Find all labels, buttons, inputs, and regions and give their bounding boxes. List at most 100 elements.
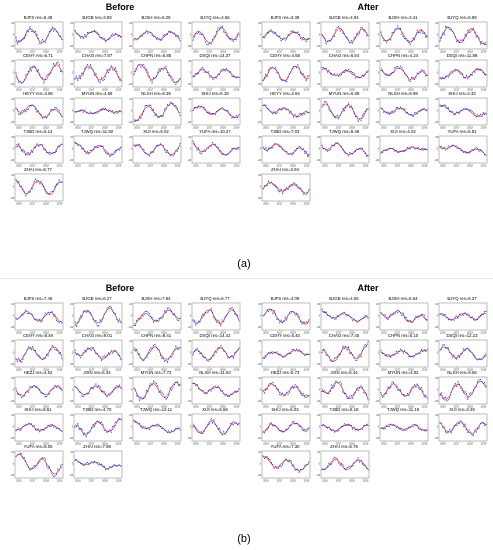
observed-point: [283, 431, 285, 433]
observed-point: [458, 112, 461, 114]
observed-point: [408, 40, 410, 42]
observed-point: [209, 359, 211, 361]
observed-point: [387, 318, 389, 320]
observed-point: [420, 387, 422, 389]
x-tick-label: 2019: [57, 88, 63, 92]
observed-point: [336, 315, 338, 317]
observed-point: [18, 143, 20, 145]
panel-title: CHPN res=5.10: [387, 333, 419, 338]
observed-point: [37, 354, 39, 356]
observed-point: [345, 69, 347, 71]
observed-point: [422, 32, 424, 34]
observed-point: [290, 310, 292, 312]
observed-point: [453, 114, 455, 116]
observed-point: [273, 424, 275, 426]
observed-point: [230, 393, 232, 395]
observed-point: [411, 425, 413, 427]
observed-point: [137, 144, 139, 147]
axes-frame: [132, 59, 182, 88]
observed-point: [390, 356, 392, 358]
observed-point: [357, 429, 359, 431]
observed-series-line: [322, 380, 369, 400]
observed-point: [409, 114, 411, 116]
observed-point: [150, 426, 152, 428]
observed-point: [467, 108, 469, 110]
observed-point: [238, 114, 240, 116]
observed-point: [478, 69, 480, 71]
panel-title: BJSH res=3.41: [388, 15, 418, 20]
station-panel-cehy: CEHY res=4.68 20 0 -20 2016 2017 2018 2019: [255, 53, 312, 94]
observed-point: [204, 312, 207, 314]
observed-point: [273, 467, 275, 469]
observed-point: [159, 143, 162, 145]
observed-point: [268, 311, 270, 313]
observed-point: [343, 33, 345, 35]
x-tick-label: 2017: [277, 50, 283, 54]
observed-point: [293, 182, 295, 184]
observed-point: [439, 313, 441, 315]
y-tick-label: 20: [188, 135, 191, 139]
observed-series-line: [192, 307, 240, 327]
y-tick-label: -20: [128, 158, 132, 162]
x-tick-label: 2017: [30, 164, 36, 168]
observed-point: [141, 315, 143, 317]
observed-series-line: [439, 344, 487, 361]
y-tick-label: 20: [188, 21, 191, 25]
observed-point: [453, 425, 455, 427]
y-tick-label: 0: [319, 314, 321, 318]
y-tick-label: 20: [258, 302, 261, 306]
observed-series-line: [262, 421, 310, 434]
observed-point: [284, 458, 286, 460]
observed-point: [154, 114, 156, 117]
station-panel-shij: SHIJ res=3.33 20 0 -20 2016 2017 2018 2019: [432, 91, 489, 132]
x-tick-label: 2018: [102, 442, 108, 446]
observed-point: [287, 428, 289, 430]
observed-point: [102, 107, 104, 109]
observed-point: [464, 33, 466, 35]
y-tick-label: 0: [260, 462, 262, 466]
observed-point: [307, 322, 309, 324]
observed-point: [291, 154, 293, 156]
observed-point: [456, 69, 458, 71]
observed-point: [409, 320, 411, 322]
observed-point: [179, 347, 181, 349]
x-tick-label: 2018: [408, 50, 414, 54]
observed-point: [297, 116, 299, 118]
observed-point: [359, 319, 361, 322]
observed-point: [283, 149, 285, 151]
observed-point: [46, 152, 48, 154]
observed-point: [23, 395, 25, 397]
observed-point: [54, 65, 56, 67]
observed-point: [207, 423, 209, 425]
observed-point: [237, 35, 239, 37]
station-panel-tjwq: TJWQ res=11.19 20 0 -20 2016 2017 2018 2019: [373, 407, 430, 448]
observed-point: [204, 109, 207, 111]
observed-point: [440, 348, 442, 350]
observed-point: [137, 395, 139, 397]
y-tick-label: 0: [72, 351, 74, 355]
y-tick-label: 20: [376, 21, 379, 25]
observed-point: [484, 424, 486, 427]
observed-point: [107, 38, 110, 40]
observed-point: [58, 352, 60, 354]
y-tick-label: -20: [257, 473, 261, 477]
observed-point: [214, 143, 216, 145]
observed-point: [333, 431, 336, 433]
observed-point: [481, 313, 483, 315]
observed-point: [202, 33, 204, 35]
observed-point: [415, 34, 417, 36]
observed-series-line: [380, 348, 428, 358]
observed-point: [33, 318, 35, 320]
panel-title: CEHY res=6.71: [23, 53, 53, 58]
y-tick-label: 0: [260, 185, 262, 189]
observed-point: [143, 64, 145, 66]
observed-point: [383, 149, 385, 152]
observed-point: [419, 428, 421, 430]
observed-point: [159, 317, 162, 319]
observed-point: [192, 382, 194, 384]
x-tick-label: 2017: [336, 126, 342, 130]
x-tick-label: 2019: [175, 50, 181, 54]
